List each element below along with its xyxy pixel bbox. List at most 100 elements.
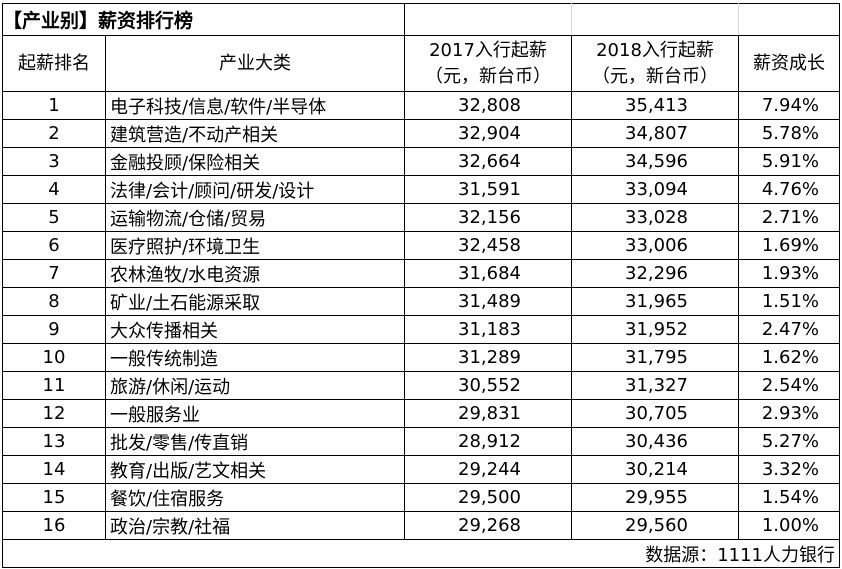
- industry-cell: 电子科技/信息/软件/半导体: [104, 91, 406, 120]
- industry-cell: 运输物流/仓储/贸易: [104, 203, 406, 232]
- table-row: 3 金融投顾/保险相关 32,664 34,596 5.91%: [2, 147, 841, 176]
- rank-cell: 12: [2, 399, 106, 428]
- header-2017-line2: （元，新台币）: [425, 65, 552, 87]
- table-row: 5 运输物流/仓储/贸易 32,156 33,028 2.71%: [2, 203, 841, 232]
- industry-cell: 矿业/土石能源采取: [104, 287, 406, 316]
- growth-cell: 5.78%: [738, 119, 841, 148]
- industry-cell: 医疗照护/环境卫生: [104, 231, 406, 260]
- growth-cell: 2.71%: [738, 203, 841, 232]
- growth-cell: 1.54%: [738, 483, 841, 512]
- table-row: 1 电子科技/信息/软件/半导体 32,808 35,413 7.94%: [2, 91, 841, 120]
- header-rank: 起薪排名: [2, 35, 106, 92]
- industry-cell: 政治/宗教/社福: [104, 511, 406, 540]
- table-row: 9 大众传播相关 31,183 31,952 2.47%: [2, 315, 841, 344]
- rank-cell: 11: [2, 371, 106, 400]
- rank-cell: 4: [2, 175, 106, 204]
- table-row: 14 教育/出版/艺文相关 29,244 30,214 3.32%: [2, 455, 841, 484]
- salary-2018-cell: 29,560: [571, 511, 740, 540]
- table-row: 12 一般服务业 29,831 30,705 2.93%: [2, 399, 841, 428]
- industry-cell: 建筑营造/不动产相关: [104, 119, 406, 148]
- industry-cell: 农林渔牧/水电资源: [104, 259, 406, 288]
- industry-cell: 餐饮/住宿服务: [104, 483, 406, 512]
- rank-cell: 14: [2, 455, 106, 484]
- salary-2018-cell: 33,094: [571, 175, 740, 204]
- growth-cell: 7.94%: [738, 91, 841, 120]
- table-row: 7 农林渔牧/水电资源 31,684 32,296 1.93%: [2, 259, 841, 288]
- salary-2018-cell: 30,436: [571, 427, 740, 456]
- rank-cell: 6: [2, 231, 106, 260]
- industry-cell: 一般传统制造: [104, 343, 406, 372]
- growth-cell: 1.93%: [738, 259, 841, 288]
- rank-cell: 5: [2, 203, 106, 232]
- salary-2018-cell: 30,214: [571, 455, 740, 484]
- table-row: 6 医疗照护/环境卫生 32,458 33,006 1.69%: [2, 231, 841, 260]
- salary-2017-cell: 32,156: [404, 203, 573, 232]
- salary-2017-cell: 28,912: [404, 427, 573, 456]
- salary-2018-cell: 33,028: [571, 203, 740, 232]
- growth-cell: 2.54%: [738, 371, 841, 400]
- salary-2018-cell: 34,807: [571, 119, 740, 148]
- growth-cell: 3.32%: [738, 455, 841, 484]
- rank-cell: 1: [2, 91, 106, 120]
- rank-cell: 8: [2, 287, 106, 316]
- title-blank-cell: [571, 3, 740, 36]
- salary-2017-cell: 32,904: [404, 119, 573, 148]
- salary-2017-cell: 30,552: [404, 371, 573, 400]
- rank-cell: 10: [2, 343, 106, 372]
- salary-2017-cell: 32,808: [404, 91, 573, 120]
- title-blank-cell: [404, 3, 573, 36]
- table-row: 11 旅游/休闲/运动 30,552 31,327 2.54%: [2, 371, 841, 400]
- salary-2017-cell: 32,664: [404, 147, 573, 176]
- footer-row: 数据源：1111人力银行: [1, 539, 841, 568]
- salary-2017-cell: 29,244: [404, 455, 573, 484]
- industry-cell: 教育/出版/艺文相关: [104, 455, 406, 484]
- rank-cell: 3: [2, 147, 106, 176]
- growth-cell: 1.51%: [738, 287, 841, 316]
- rank-cell: 2: [2, 119, 106, 148]
- industry-cell: 批发/零售/传直销: [104, 427, 406, 456]
- header-2017-line1: 2017入行起薪: [429, 39, 547, 61]
- growth-cell: 1.00%: [738, 511, 841, 540]
- header-2018-salary: 2018入行起薪 （元，新台币）: [571, 35, 740, 92]
- salary-2017-cell: 31,591: [404, 175, 573, 204]
- title-blank-cell: [738, 3, 841, 36]
- salary-2018-cell: 34,596: [571, 147, 740, 176]
- header-industry: 产业大类: [104, 35, 406, 92]
- table-row: 10 一般传统制造 31,289 31,795 1.62%: [2, 343, 841, 372]
- growth-cell: 2.47%: [738, 315, 841, 344]
- salary-2018-cell: 31,965: [571, 287, 740, 316]
- table-row: 13 批发/零售/传直销 28,912 30,436 5.27%: [2, 427, 841, 456]
- salary-2017-cell: 29,831: [404, 399, 573, 428]
- growth-cell: 5.91%: [738, 147, 841, 176]
- rank-cell: 15: [2, 483, 106, 512]
- salary-2017-cell: 31,684: [404, 259, 573, 288]
- source-note: 数据源：1111人力银行: [1, 539, 841, 568]
- salary-2017-cell: 31,289: [404, 343, 573, 372]
- rank-cell: 16: [2, 511, 106, 540]
- table-row: 4 法律/会计/顾问/研发/设计 31,591 33,094 4.76%: [2, 175, 841, 204]
- industry-cell: 旅游/休闲/运动: [104, 371, 406, 400]
- table-row: 8 矿业/土石能源采取 31,489 31,965 1.51%: [2, 287, 841, 316]
- table-row: 15 餐饮/住宿服务 29,500 29,955 1.54%: [2, 483, 841, 512]
- header-2018-line1: 2018入行起薪: [596, 39, 714, 61]
- header-row: 起薪排名 产业大类 2017入行起薪 （元，新台币） 2018入行起薪 （元，新…: [2, 35, 841, 92]
- industry-cell: 大众传播相关: [104, 315, 406, 344]
- rank-cell: 9: [2, 315, 106, 344]
- growth-cell: 4.76%: [738, 175, 841, 204]
- table-row: 2 建筑营造/不动产相关 32,904 34,807 5.78%: [2, 119, 841, 148]
- rank-cell: 7: [2, 259, 106, 288]
- salary-2018-cell: 35,413: [571, 91, 740, 120]
- salary-2018-cell: 31,795: [571, 343, 740, 372]
- salary-2018-cell: 31,952: [571, 315, 740, 344]
- title-row: 【产业别】薪资排行榜: [1, 3, 841, 36]
- salary-2017-cell: 32,458: [404, 231, 573, 260]
- salary-2017-cell: 31,183: [404, 315, 573, 344]
- salary-2017-cell: 29,500: [404, 483, 573, 512]
- growth-cell: 2.93%: [738, 399, 841, 428]
- header-2018-line2: （元，新台币）: [592, 65, 719, 87]
- growth-cell: 1.69%: [738, 231, 841, 260]
- header-2017-salary: 2017入行起薪 （元，新台币）: [404, 35, 573, 92]
- salary-2018-cell: 31,327: [571, 371, 740, 400]
- growth-cell: 1.62%: [738, 343, 841, 372]
- salary-2018-cell: 30,705: [571, 399, 740, 428]
